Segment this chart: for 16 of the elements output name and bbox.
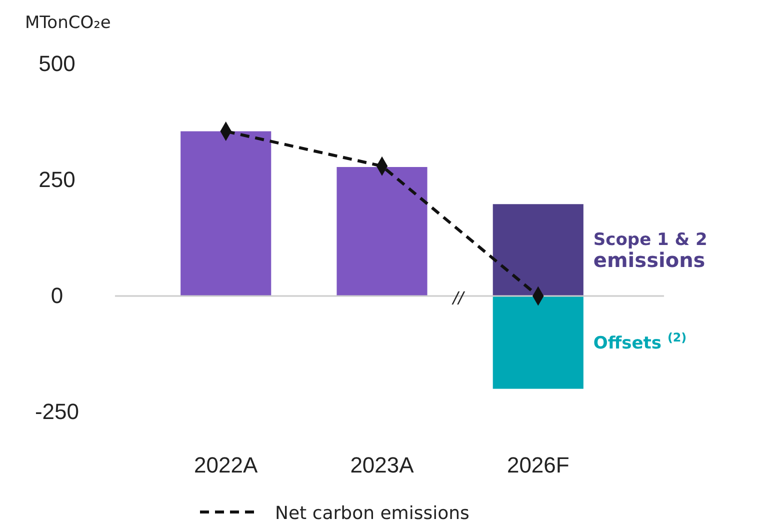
bar [492, 296, 584, 389]
series-label: Offsets $^{(2)}$ [593, 330, 687, 354]
annotation: // [450, 288, 466, 307]
x-tick-label: 2022A [194, 452, 258, 478]
y-tick-label: 500 [38, 51, 76, 76]
legend-label: Net carbon emissions [275, 503, 470, 524]
bar [336, 167, 428, 296]
series-label: Scope 1 & 2 emissions [593, 230, 708, 272]
y-tick-label: 250 [38, 167, 76, 192]
y-tick-label: 0 [50, 283, 64, 308]
x-tick-label: 2023A [350, 452, 414, 478]
bar [492, 204, 584, 296]
x-tick-label: 2026F [506, 452, 570, 478]
y-tick-label: -250 [34, 399, 80, 424]
y-axis-title: MTonCO₂e [25, 13, 111, 33]
bar [180, 131, 272, 296]
